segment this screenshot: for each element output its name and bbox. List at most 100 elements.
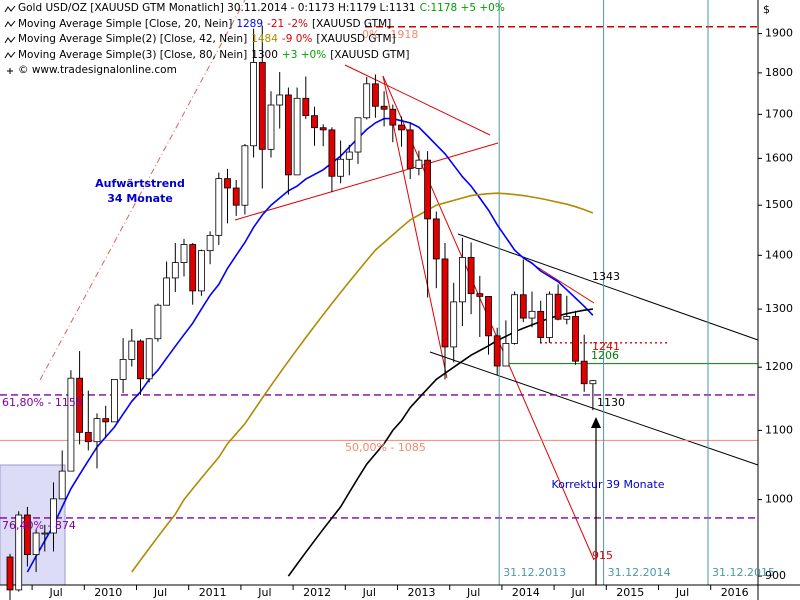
candle-body: [76, 377, 83, 433]
candle-body: [380, 105, 388, 110]
candle-body: [441, 258, 449, 348]
header-text: C:1178 +5 +0%: [419, 2, 505, 14]
candle-body: [424, 159, 432, 220]
header-text: [XAUUSD GTM]: [316, 33, 396, 45]
icon: [4, 36, 16, 44]
candle-body: [302, 97, 310, 117]
candle-body: [180, 244, 188, 264]
annotation: 34 Monate: [107, 192, 173, 205]
annotation: 1206: [591, 349, 619, 362]
candle-body: [145, 338, 153, 380]
header-text: 1289: [236, 17, 264, 30]
icon: [7, 67, 13, 74]
x-tick-label: 2012: [303, 586, 331, 599]
candle-body: [215, 178, 223, 236]
x-tick-label: Jul: [466, 586, 480, 599]
header-text: Gold USD/OZ [XAUUSD GTM Monatlich] 30.11…: [18, 2, 416, 14]
date-label: 31.12.2014: [608, 566, 671, 579]
y-tick-label: 1000: [765, 493, 793, 506]
candle-body: [50, 498, 57, 534]
header-text: Moving Average Simple(2) [Close, 42, Nei…: [18, 33, 248, 45]
trend-line: [382, 75, 448, 379]
candle-body: [58, 470, 66, 500]
header-row: Moving Average Simple(2) [Close, 42, Nei…: [4, 32, 509, 48]
annotation: 1343: [592, 270, 620, 283]
candle-body: [267, 104, 275, 150]
y-tick-label: 1100: [765, 423, 793, 436]
x-tick-label: Jul: [153, 586, 167, 599]
candle-body: [389, 108, 397, 126]
header-text: Moving Average Simple(3) [Close, 80, Nei…: [18, 48, 248, 61]
y-tick-label: 1700: [765, 107, 793, 120]
y-tick-label: 1300: [765, 302, 793, 315]
drawings: [0, 0, 759, 586]
annotation: 50,00% - 1085: [345, 441, 426, 454]
header-text: © www.tradesignalonline.com: [18, 64, 177, 76]
x-tick-label: 2014: [512, 586, 540, 599]
icon-shape: [4, 5, 16, 13]
moving-average: [131, 192, 594, 573]
candle-body: [15, 514, 23, 591]
candle-body: [319, 127, 327, 131]
header-text: -21 -2%: [267, 17, 308, 30]
candle-body: [23, 514, 31, 556]
candle-body: [519, 294, 527, 319]
header-text: 1484: [251, 33, 278, 45]
icon-shape: [4, 20, 16, 28]
x-tick-label: 2011: [199, 586, 227, 599]
candle-body: [450, 301, 458, 348]
annotation: 1130: [597, 396, 625, 409]
candle-body: [154, 304, 162, 340]
icon: [4, 51, 16, 59]
candle-body: [511, 294, 519, 344]
annotation: 61,80% - 1155: [2, 396, 83, 409]
icon: [4, 20, 16, 28]
candle-body: [163, 277, 171, 306]
x-tick-label: 2016: [721, 586, 749, 599]
x-tick-label: Jul: [362, 586, 376, 599]
icon-shape: [4, 51, 16, 59]
candle-body: [493, 335, 501, 367]
candle-body: [415, 159, 423, 169]
annotation: 0% - 1918: [362, 28, 418, 41]
candle-body: [537, 310, 545, 338]
candle-body: [546, 293, 553, 338]
x-tick-label: Jul: [675, 586, 689, 599]
candle-body: [6, 556, 14, 591]
arrow-head: [591, 417, 601, 428]
x-tick-label: Jul: [570, 586, 584, 599]
annotation: 76,40% - 874: [2, 519, 76, 532]
header-text: [XAUUSD GTM]: [330, 48, 410, 61]
candle-body: [458, 256, 466, 303]
candle-body: [476, 293, 484, 297]
y-tick-label: 1800: [765, 66, 793, 79]
moving-average: [26, 117, 594, 573]
candle-body: [241, 145, 249, 206]
candle-body: [258, 62, 266, 150]
candle-body: [354, 117, 362, 153]
candle-body: [328, 129, 336, 177]
candle-body: [589, 380, 597, 385]
header-text: 1300: [251, 48, 278, 61]
header-row: Gold USD/OZ [XAUUSD GTM Monatlich] 30.11…: [4, 1, 509, 17]
icon-shape: [7, 67, 13, 74]
candle-body: [398, 124, 405, 131]
candle-body: [406, 129, 414, 169]
candle-body: [224, 178, 231, 189]
x-tick-label: 2013: [408, 586, 436, 599]
header-row: © www.tradesignalonline.com: [4, 63, 509, 79]
header-text: +3 +0%: [281, 48, 327, 61]
trend-line: [234, 142, 499, 221]
channel-line: [429, 351, 759, 466]
candle-body: [171, 262, 179, 279]
annotation: Aufwärtstrend: [95, 177, 185, 190]
candle-body: [363, 83, 371, 119]
x-tick-label: Jul: [48, 586, 62, 599]
candle-body: [528, 310, 536, 319]
candle-body: [250, 62, 258, 147]
candle-body: [554, 293, 562, 320]
candle-body: [311, 115, 318, 129]
candle-body: [197, 250, 205, 292]
